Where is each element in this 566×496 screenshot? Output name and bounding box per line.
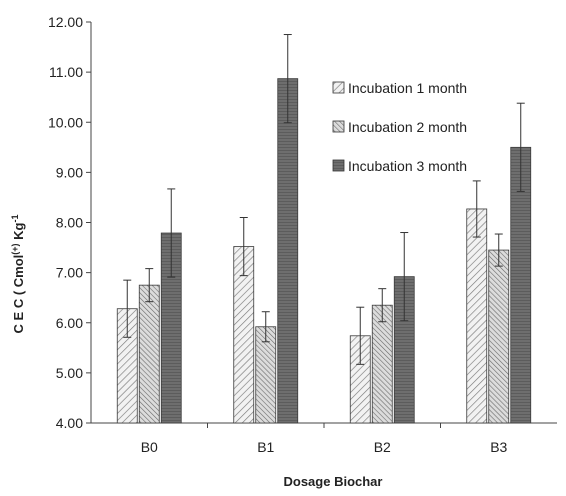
y-tick-label: 5.00 xyxy=(56,365,83,381)
bar-b3-series-2 xyxy=(488,249,510,424)
bar-b1-series-3 xyxy=(277,78,299,424)
bar-b0-series-2 xyxy=(138,284,160,424)
y-axis-title: C E C ( Cmol(+) Kg-1 xyxy=(10,215,26,334)
error-bars-group xyxy=(123,34,525,365)
legend-label-1: Incubation 1 month xyxy=(348,80,467,96)
legend-swatch-1 xyxy=(332,81,345,94)
legend-label-2: Incubation 2 month xyxy=(348,119,467,135)
x-category-label: B1 xyxy=(257,439,274,455)
y-tick-label: 7.00 xyxy=(56,265,83,281)
x-axis-title: Dosage Biochar xyxy=(284,474,383,489)
legend-swatch-3 xyxy=(332,159,345,172)
x-category-label: B2 xyxy=(374,439,391,455)
y-tick-label: 11.00 xyxy=(49,64,83,80)
bars-group xyxy=(116,78,532,424)
bar-b2-series-2 xyxy=(371,304,393,424)
x-category-label: B0 xyxy=(141,439,158,455)
legend: Incubation 1 month Incubation 2 month Incu… xyxy=(332,80,467,174)
y-tick-label: 4.00 xyxy=(56,415,83,431)
legend-label-3: Incubation 3 month xyxy=(348,158,467,174)
legend-swatch-2 xyxy=(332,120,345,133)
x-category-label: B3 xyxy=(490,439,507,455)
axes-group: 4.00 5.00 6.00 7.00 8.00 9.00 10.00 11.00 12.00 B… xyxy=(48,14,557,455)
y-tick-label: 10.00 xyxy=(48,114,83,130)
y-tick-label: 8.00 xyxy=(56,215,83,231)
y-tick-label: 12.00 xyxy=(48,14,83,30)
y-tick-label: 9.00 xyxy=(56,164,83,180)
y-tick-label: 6.00 xyxy=(56,315,83,331)
bar-b3-series-1 xyxy=(466,208,488,424)
